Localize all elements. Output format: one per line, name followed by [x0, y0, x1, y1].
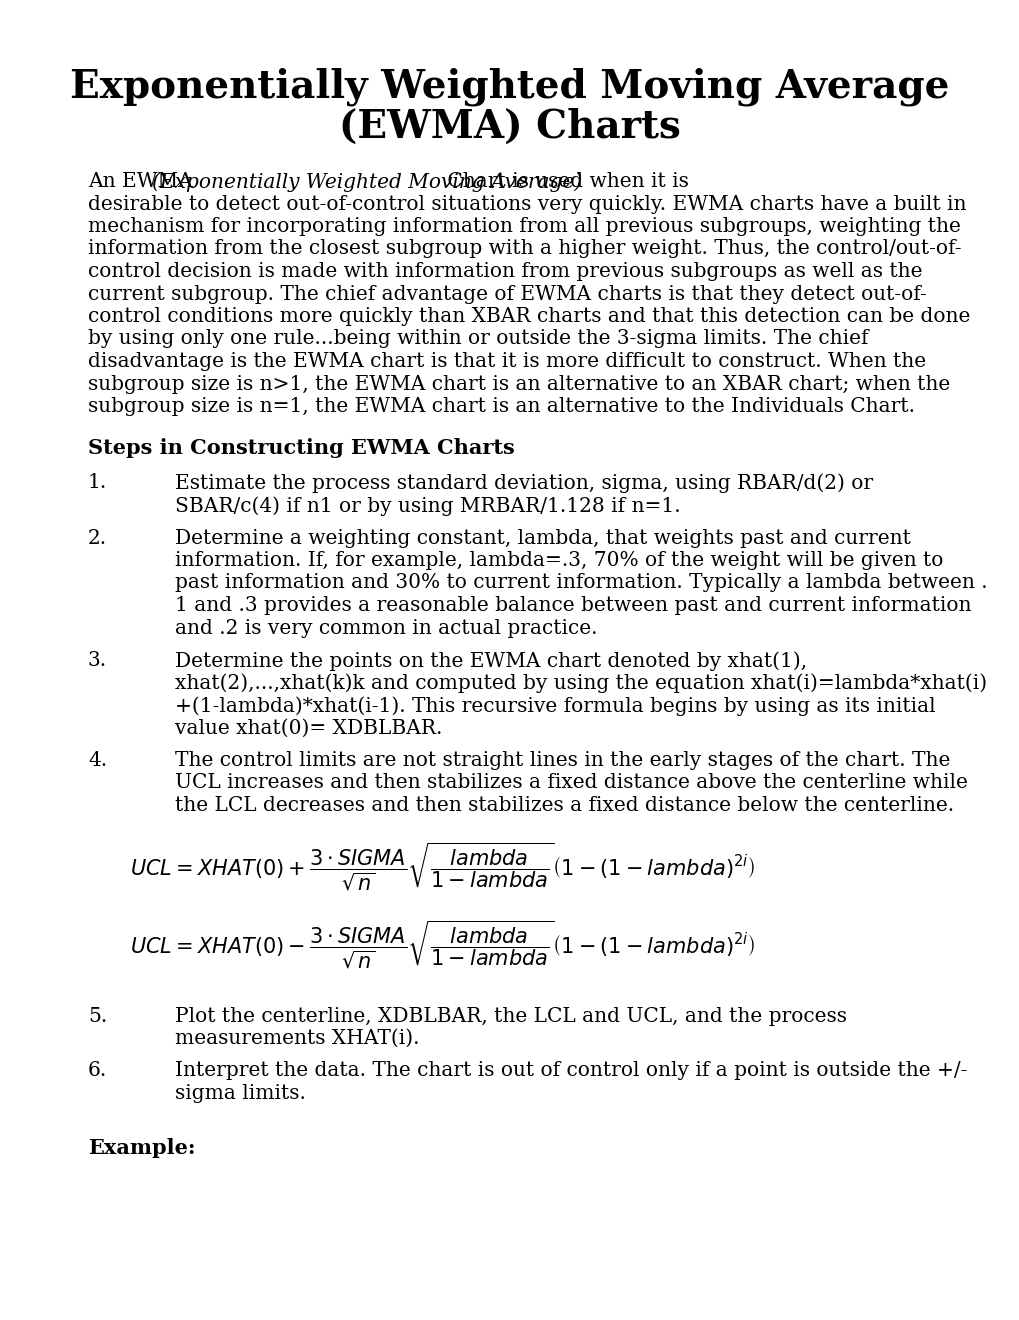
Text: $\mathit{UCL} = \mathit{XHAT}(0) - \dfrac{3 \cdot \mathit{SIGMA}}{\sqrt{n}} \sqr: $\mathit{UCL} = \mathit{XHAT}(0) - \dfra… [129, 919, 754, 972]
Text: measurements XHAT(i).: measurements XHAT(i). [175, 1030, 419, 1048]
Text: Determine the points on the EWMA chart denoted by xhat(1),: Determine the points on the EWMA chart d… [175, 651, 806, 671]
Text: Chart is used when it is: Chart is used when it is [441, 172, 689, 191]
Text: Example:: Example: [88, 1138, 196, 1159]
Text: xhat(2),...,xhat(k)k and computed by using the equation xhat(i)=lambda*xhat(i): xhat(2),...,xhat(k)k and computed by usi… [175, 673, 986, 693]
Text: the LCL decreases and then stabilizes a fixed distance below the centerline.: the LCL decreases and then stabilizes a … [175, 796, 953, 814]
Text: 2.: 2. [88, 528, 107, 548]
Text: 1.: 1. [88, 474, 107, 492]
Text: 5.: 5. [88, 1006, 107, 1026]
Text: control conditions more quickly than XBAR charts and that this detection can be : control conditions more quickly than XBA… [88, 308, 969, 326]
Text: Interpret the data. The chart is out of control only if a point is outside the +: Interpret the data. The chart is out of … [175, 1061, 966, 1081]
Text: sigma limits.: sigma limits. [175, 1084, 306, 1104]
Text: Exponentially Weighted Moving Average: Exponentially Weighted Moving Average [70, 69, 949, 107]
Text: (Exponentially Weighted Moving Average): (Exponentially Weighted Moving Average) [152, 172, 582, 191]
Text: disadvantage is the EWMA chart is that it is more difficult to construct. When t: disadvantage is the EWMA chart is that i… [88, 352, 925, 371]
Text: subgroup size is n>1, the EWMA chart is an alternative to an XBAR chart; when th: subgroup size is n>1, the EWMA chart is … [88, 375, 950, 393]
Text: 4.: 4. [88, 751, 107, 770]
Text: mechanism for incorporating information from all previous subgroups, weighting t: mechanism for incorporating information … [88, 216, 960, 236]
Text: information. If, for example, lambda=.3, 70% of the weight will be given to: information. If, for example, lambda=.3,… [175, 550, 943, 570]
Text: SBAR/c(4) if n1 or by using MRBAR/1.128 if n=1.: SBAR/c(4) if n1 or by using MRBAR/1.128 … [175, 496, 680, 516]
Text: UCL increases and then stabilizes a fixed distance above the centerline while: UCL increases and then stabilizes a fixe… [175, 774, 967, 792]
Text: Steps in Constructing EWMA Charts: Steps in Constructing EWMA Charts [88, 437, 515, 458]
Text: current subgroup. The chief advantage of EWMA charts is that they detect out-of-: current subgroup. The chief advantage of… [88, 285, 926, 304]
Text: subgroup size is n=1, the EWMA chart is an alternative to the Individuals Chart.: subgroup size is n=1, the EWMA chart is … [88, 397, 914, 416]
Text: Determine a weighting constant, lambda, that weights past and current: Determine a weighting constant, lambda, … [175, 528, 910, 548]
Text: +(1-lambda)*xhat(i-1). This recursive formula begins by using as its initial: +(1-lambda)*xhat(i-1). This recursive fo… [175, 696, 934, 715]
Text: Plot the centerline, XDBLBAR, the LCL and UCL, and the process: Plot the centerline, XDBLBAR, the LCL an… [175, 1006, 846, 1026]
Text: by using only one rule...being within or outside the 3-sigma limits. The chief: by using only one rule...being within or… [88, 330, 867, 348]
Text: The control limits are not straight lines in the early stages of the chart. The: The control limits are not straight line… [175, 751, 950, 770]
Text: desirable to detect out-of-control situations very quickly. EWMA charts have a b: desirable to detect out-of-control situa… [88, 194, 966, 214]
Text: Estimate the process standard deviation, sigma, using RBAR/d(2) or: Estimate the process standard deviation,… [175, 474, 872, 494]
Text: control decision is made with information from previous subgroups as well as the: control decision is made with informatio… [88, 261, 921, 281]
Text: $\mathit{UCL} = \mathit{XHAT}(0) + \dfrac{3 \cdot \mathit{SIGMA}}{\sqrt{n}} \sqr: $\mathit{UCL} = \mathit{XHAT}(0) + \dfra… [129, 841, 754, 892]
Text: information from the closest subgroup with a higher weight. Thus, the control/ou: information from the closest subgroup wi… [88, 239, 961, 259]
Text: An EWMA: An EWMA [88, 172, 199, 191]
Text: (EWMA) Charts: (EWMA) Charts [338, 108, 681, 147]
Text: 6.: 6. [88, 1061, 107, 1081]
Text: and .2 is very common in actual practice.: and .2 is very common in actual practice… [175, 619, 597, 638]
Text: value xhat(0)= XDBLBAR.: value xhat(0)= XDBLBAR. [175, 718, 442, 738]
Text: 3.: 3. [88, 651, 107, 671]
Text: past information and 30% to current information. Typically a lambda between .: past information and 30% to current info… [175, 573, 986, 593]
Text: 1 and .3 provides a reasonable balance between past and current information: 1 and .3 provides a reasonable balance b… [175, 597, 970, 615]
